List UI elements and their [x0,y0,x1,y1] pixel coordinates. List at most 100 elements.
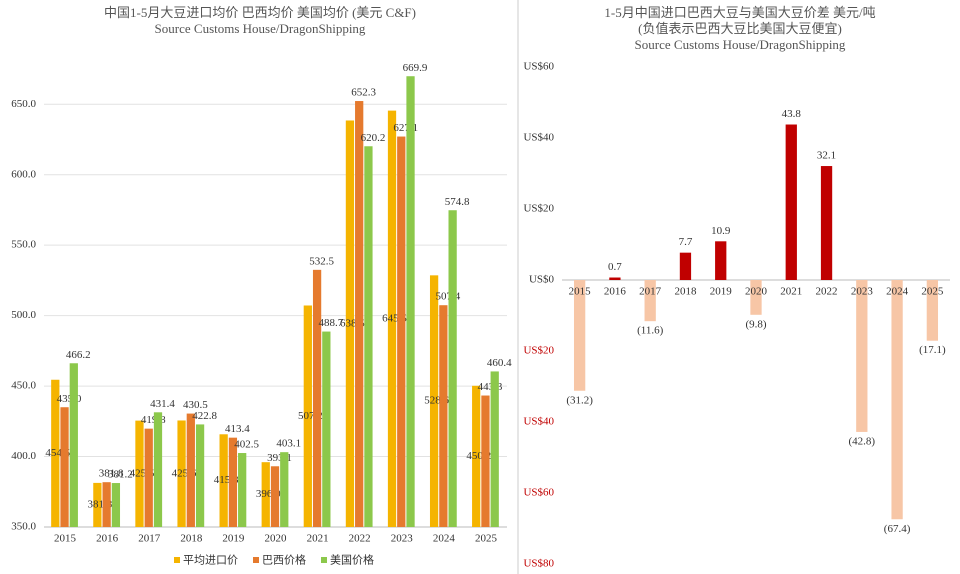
data-label: (31.2) [566,394,593,406]
bar [177,420,186,527]
y-tick-label: US$0 [529,274,555,286]
data-label: 381.8 [99,468,124,480]
y-tick-label: 350.0 [11,521,36,533]
bar [51,379,60,527]
x-tick-label: 2017 [639,286,662,298]
y-tick-label: 400.0 [11,450,36,462]
x-tick-label: 2023 [851,286,874,298]
bar [69,363,78,527]
bar [448,210,457,527]
bar [111,483,121,527]
bar [280,452,289,527]
bar [303,305,312,527]
chart-title: 中国1-5月大豆进口均价 巴西均价 美国均价 (美元 C&F) [104,5,416,20]
bar [322,331,331,527]
bar [238,453,247,527]
x-tick-label: 2017 [138,533,161,545]
bar [387,110,397,527]
y-tick-label: US$60 [523,487,554,499]
data-label: 443.3 [478,381,503,393]
data-label: 460.4 [487,357,512,369]
data-label: (67.4) [884,523,911,535]
y-tick-label: US$20 [523,203,554,215]
data-label: 435.0 [57,393,82,405]
x-tick-label: 2023 [391,533,414,545]
data-label: 574.8 [445,196,470,208]
x-tick-label: 2024 [433,533,456,545]
bar [312,269,322,527]
x-tick-label: 2022 [816,286,838,298]
x-tick-label: 2021 [780,286,802,298]
x-tick-label: 2018 [180,533,203,545]
x-tick-label: 2019 [710,286,733,298]
bar [820,166,833,280]
bar [93,482,102,527]
y-tick-label: 550.0 [11,239,36,251]
x-tick-label: 2020 [745,286,768,298]
legend-label: 巴西价格 [262,553,306,567]
data-label: 0.7 [608,261,622,273]
x-tick-label: 2018 [674,286,697,298]
bar [60,407,69,527]
bar [102,482,111,527]
bar [472,385,481,527]
data-label: 620.2 [361,132,386,144]
x-tick-label: 2020 [265,533,288,545]
data-label: (11.6) [637,325,664,337]
bar [644,280,656,322]
x-tick-label: 2015 [569,286,592,298]
x-tick-label: 2016 [96,533,119,545]
data-label: 419.8 [141,414,166,426]
data-label: 43.8 [782,108,802,120]
chart-title: 1-5月中国进口巴西大豆与美国大豆价差 美元/吨 [604,5,875,20]
data-label: (42.8) [849,435,876,447]
x-tick-label: 2024 [886,286,909,298]
bar [355,101,364,528]
data-label: 652.3 [351,87,376,99]
data-label: (9.8) [745,318,766,330]
bar [364,146,373,527]
data-label: (17.1) [919,344,946,356]
data-label: 403.1 [276,438,301,450]
y-tick-label: 500.0 [11,309,36,321]
data-label: 381.2 [108,469,133,481]
data-label: 532.5 [309,255,334,267]
bar [856,280,868,432]
x-tick-label: 2015 [54,533,77,545]
data-label: 413.4 [225,423,250,435]
bar [135,420,144,527]
data-label: 466.2 [66,349,91,361]
x-tick-label: 2025 [475,533,498,545]
bar [345,120,355,528]
y-tick-label: US$80 [523,558,554,570]
bar [406,76,415,528]
y-tick-label: 450.0 [11,380,36,392]
y-tick-label: 650.0 [11,98,36,110]
bar [186,413,195,527]
x-tick-label: 2025 [921,286,944,298]
bar [679,252,692,280]
x-tick-label: 2021 [307,533,329,545]
bar [609,277,621,280]
y-tick-label: 600.0 [11,168,36,180]
data-label: 402.5 [234,439,259,451]
bar [144,428,153,527]
legend-swatch [321,557,327,563]
y-tick-label: US$60 [523,61,554,73]
y-tick-label: US$40 [523,416,554,428]
data-label: 431.4 [150,398,175,410]
bar [926,280,939,341]
bar [219,434,228,527]
data-label: 507.4 [435,291,460,303]
data-label: 430.5 [183,399,208,411]
bar [785,124,797,280]
chart-subtitle: Source Customs House/DragonShipping [155,21,366,36]
data-label: 422.8 [192,410,217,422]
data-label: 32.1 [817,150,836,162]
legend-label: 美国价格 [330,553,374,567]
bar [481,395,490,527]
bar [429,275,439,527]
bar [195,424,205,527]
data-label: 488.7 [318,317,343,329]
